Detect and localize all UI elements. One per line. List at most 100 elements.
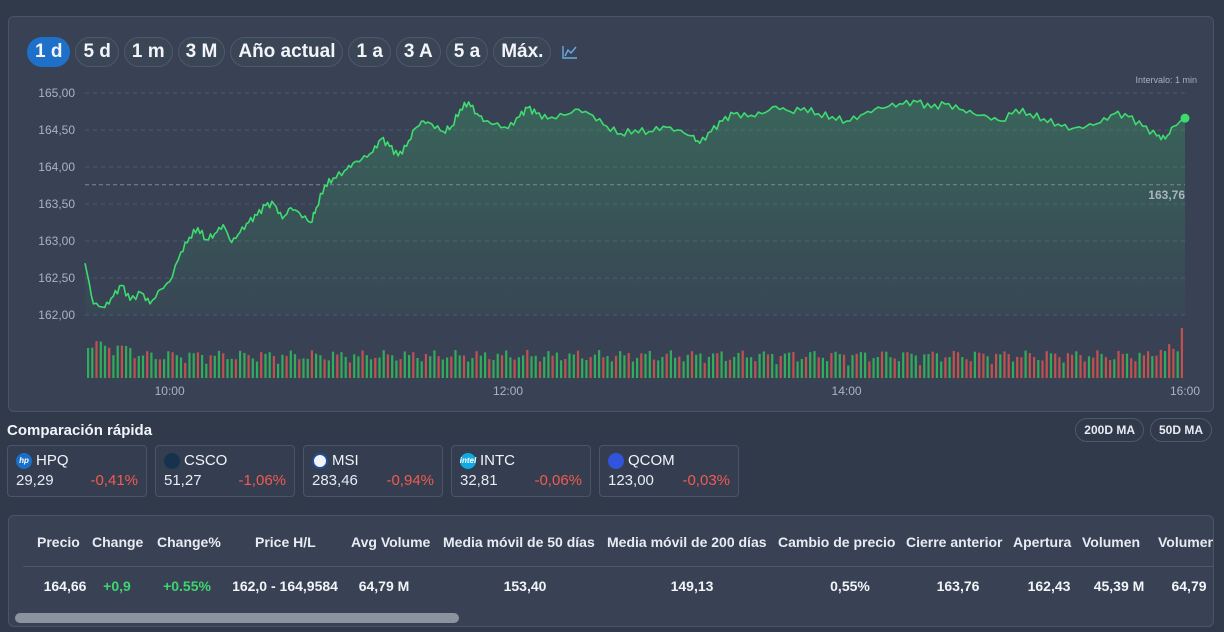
volume-bar bbox=[522, 355, 525, 378]
volume-bar bbox=[568, 353, 571, 378]
volume-bar bbox=[598, 350, 601, 378]
volume-bar bbox=[800, 358, 803, 378]
volume-bar bbox=[1083, 361, 1086, 378]
volume-bar bbox=[357, 356, 360, 378]
volume-bar bbox=[298, 359, 301, 378]
volume-bar bbox=[1075, 351, 1078, 378]
volume-bar bbox=[120, 345, 123, 378]
x-tick-label: 12:00 bbox=[493, 384, 523, 398]
volume-bar bbox=[450, 356, 453, 378]
volume-bar bbox=[758, 353, 761, 378]
volume-bar bbox=[969, 361, 972, 378]
range-ytd-button[interactable]: Año actual bbox=[230, 37, 344, 67]
volume-bar bbox=[851, 355, 854, 378]
compare-values: 32,81 -0,06% bbox=[460, 472, 582, 489]
range-1d-button[interactable]: 1 d bbox=[27, 37, 71, 67]
cisco-logo-icon bbox=[164, 452, 180, 469]
range-max-button[interactable]: Máx. bbox=[493, 37, 552, 67]
volume-bar bbox=[395, 360, 398, 378]
stats-value-cell: 162,43 bbox=[1027, 578, 1071, 594]
volume-bar bbox=[1079, 355, 1082, 378]
volume-bar bbox=[935, 353, 938, 378]
volume-bar bbox=[551, 355, 554, 378]
range-5y-button[interactable]: 5 a bbox=[445, 37, 489, 67]
volume-bar bbox=[217, 350, 221, 378]
compare-card-csco[interactable]: CSCO 51,27 -1,06% bbox=[155, 445, 295, 497]
range-3m-button[interactable]: 3 M bbox=[177, 37, 226, 67]
volume-bar bbox=[1020, 357, 1023, 378]
volume-bar bbox=[492, 360, 495, 378]
volume-bar bbox=[1109, 360, 1112, 378]
volume-bar bbox=[336, 354, 339, 378]
volume-bar bbox=[788, 352, 791, 378]
volume-bar bbox=[783, 353, 786, 378]
volume-bar bbox=[910, 353, 913, 378]
stats-value-cell: 163,76 bbox=[936, 578, 980, 594]
volume-bar bbox=[171, 352, 174, 378]
volume-bar bbox=[543, 356, 546, 378]
stats-value-cell: 164,66 bbox=[43, 578, 87, 594]
volume-bar bbox=[1134, 361, 1137, 378]
compare-card-msi[interactable]: MSI 283,46 -0,94% bbox=[303, 445, 443, 497]
ma-50d-button[interactable]: 50D MA bbox=[1149, 418, 1212, 442]
compare-cards: hp HPQ 29,29 -0,41% CSCO 51,27 -1,06% MSI 283,46… bbox=[7, 445, 739, 497]
header-divider bbox=[23, 566, 1213, 567]
volume-bar bbox=[1007, 354, 1010, 378]
volume-bar bbox=[99, 341, 102, 378]
compare-change: -1,06% bbox=[238, 472, 286, 489]
volume-bar bbox=[175, 355, 178, 378]
volume-bar bbox=[602, 357, 605, 378]
volume-bar bbox=[116, 345, 119, 378]
volume-bar bbox=[640, 353, 643, 378]
volume-bar bbox=[775, 364, 778, 378]
volume-bar bbox=[581, 358, 584, 378]
volume-bar bbox=[141, 355, 145, 378]
volume-bar bbox=[315, 353, 318, 378]
range-3y-button[interactable]: 3 A bbox=[395, 37, 441, 67]
volume-bar bbox=[593, 354, 596, 378]
stats-table: Precio Change Change% Price H/L Avg Volume Me… bbox=[8, 515, 1214, 627]
volume-bar bbox=[500, 355, 504, 378]
volume-bar bbox=[1159, 349, 1162, 378]
volume-bar bbox=[467, 361, 470, 378]
intraday-chart[interactable]: 165,00 164,50 164,00 163,50 163,00 162,50 162,… bbox=[9, 17, 1215, 413]
compare-values: 283,46 -0,94% bbox=[312, 472, 434, 489]
volume-bar bbox=[737, 352, 740, 378]
volume-bar bbox=[817, 357, 820, 378]
volume-bar bbox=[365, 355, 368, 378]
volume-bar bbox=[699, 353, 702, 378]
horizontal-scrollbar[interactable] bbox=[15, 613, 459, 623]
volume-bar bbox=[462, 355, 466, 378]
volume-bar bbox=[779, 356, 782, 378]
volume-bar bbox=[129, 348, 132, 378]
range-selector: 1 d 5 d 1 m 3 M Año actual 1 a 3 A 5 a M… bbox=[27, 37, 580, 67]
y-tick-label: 164,50 bbox=[38, 123, 75, 137]
compare-values: 51,27 -1,06% bbox=[164, 472, 286, 489]
x-tick-label: 10:00 bbox=[155, 384, 185, 398]
volume-bar bbox=[1180, 328, 1183, 378]
interval-label: Intervalo: 1 min bbox=[1135, 75, 1197, 85]
volume-bar bbox=[614, 355, 618, 378]
volume-bar bbox=[209, 355, 212, 378]
volume-bar bbox=[809, 352, 812, 378]
compare-card-qcom[interactable]: QCOM 123,00 -0,03% bbox=[599, 445, 739, 497]
volume-bar bbox=[281, 354, 284, 378]
range-1y-button[interactable]: 1 a bbox=[348, 37, 391, 67]
volume-bar bbox=[838, 354, 841, 378]
intel-logo-icon: intel bbox=[460, 452, 476, 469]
volume-bar bbox=[961, 357, 964, 378]
volume-bar bbox=[982, 353, 985, 378]
motorola-logo-icon bbox=[312, 452, 328, 469]
volume-bar bbox=[163, 359, 166, 378]
compare-card-hpq[interactable]: hp HPQ 29,29 -0,41% bbox=[7, 445, 147, 497]
ma-200d-button[interactable]: 200D MA bbox=[1075, 418, 1144, 442]
volume-bar bbox=[429, 356, 432, 378]
volume-bar bbox=[859, 352, 862, 378]
volume-bar bbox=[796, 361, 799, 378]
range-5d-button[interactable]: 5 d bbox=[75, 37, 119, 67]
compare-card-intc[interactable]: intel INTC 32,81 -0,06% bbox=[451, 445, 591, 497]
volume-bar bbox=[897, 361, 900, 378]
volume-bar bbox=[264, 353, 267, 378]
range-1m-button[interactable]: 1 m bbox=[123, 37, 173, 67]
area-chart-icon[interactable] bbox=[562, 43, 580, 61]
